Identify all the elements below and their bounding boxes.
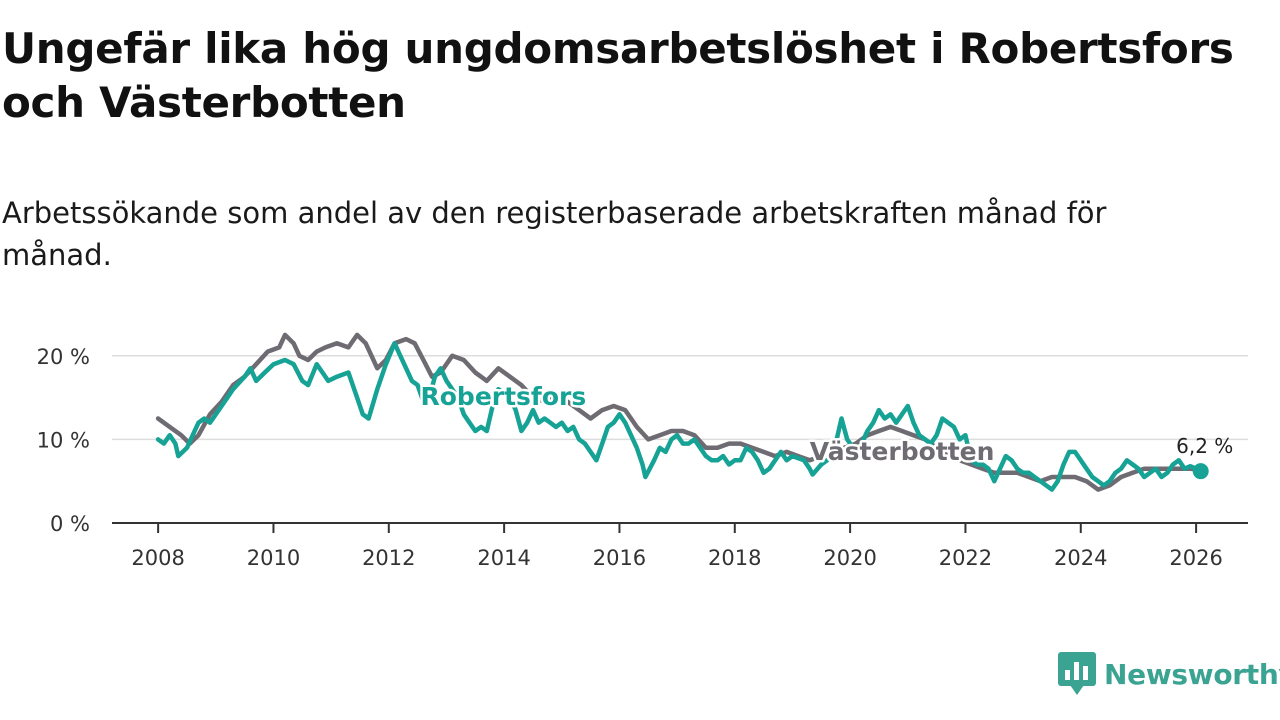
line-chart: 0 % 10 % 20 % 2008 2010 2012 2014 2016 2018 2020 2… (37, 332, 1248, 570)
robertsfors-end-dot (1192, 463, 1209, 480)
robertsfors-end-value-label: 6,2 % (1176, 434, 1233, 458)
x-tick-label: 2010 (247, 546, 300, 570)
newsworthy-logo-icon (1058, 652, 1096, 695)
x-tick-label: 2012 (362, 546, 415, 570)
x-tick-label: 2024 (1054, 546, 1107, 570)
y-tick-label: 20 % (37, 345, 90, 369)
x-tick-label: 2022 (939, 546, 992, 570)
vasterbotten-series-line (155, 332, 1203, 492)
x-tick-label: 2008 (131, 546, 184, 570)
y-tick-label: 0 % (50, 512, 90, 536)
x-tick-label: 2020 (823, 546, 876, 570)
brand-name: Newsworthy (1104, 657, 1280, 691)
vasterbotten-series-label: Västerbotten (810, 437, 995, 466)
y-tick-label: 10 % (37, 428, 90, 452)
x-tick-label: 2018 (708, 546, 761, 570)
brand-logo: Newsworthy (1058, 652, 1280, 696)
robertsfors-series-label: Robertsfors (421, 382, 587, 411)
x-tick-label: 2014 (477, 546, 530, 570)
x-tick-label: 2026 (1169, 546, 1222, 570)
chart-title: Ungefär lika hög ungdomsarbetslöshet i R… (2, 24, 1234, 127)
robertsfors-series-line (155, 341, 1203, 492)
x-tick-label: 2016 (593, 546, 646, 570)
chart-subtitle: Arbetssökande som andel av den registerb… (2, 196, 1107, 272)
